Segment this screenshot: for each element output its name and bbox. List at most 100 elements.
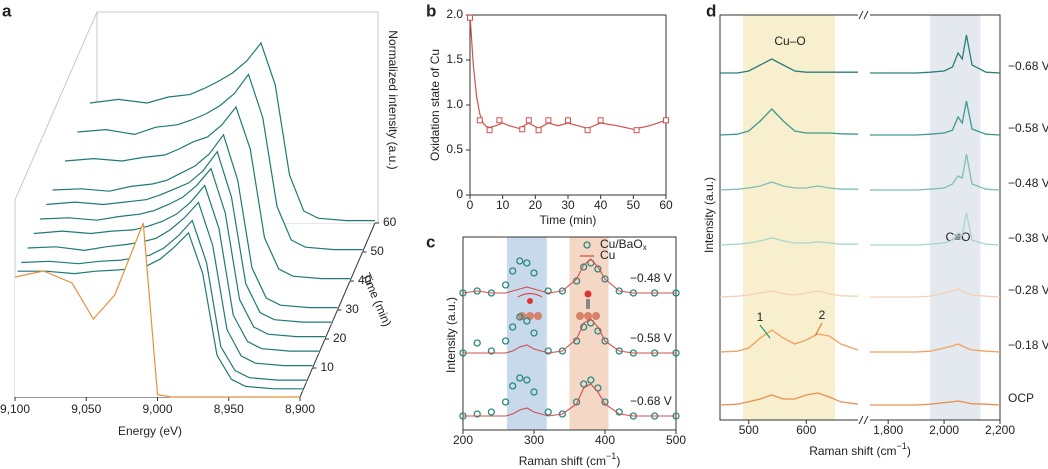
- data-marker: [496, 117, 503, 124]
- x-tick-label: 40: [594, 198, 608, 212]
- x-tick-label: 10: [496, 198, 510, 212]
- spectrum-point: [523, 317, 531, 325]
- y-axis-label: Normalized intensity (a.u.): [386, 30, 400, 169]
- spectrum-point: [487, 347, 496, 355]
- spectrum-line: [462, 258, 676, 294]
- data-marker: [476, 117, 483, 124]
- panel-letter: b: [426, 1, 436, 20]
- x-tick-label: 600: [796, 423, 816, 437]
- annotation: 2: [819, 308, 826, 322]
- legend-label: Cu: [600, 248, 615, 262]
- spectrum-point: [601, 337, 609, 345]
- label-part: Raman shift (cm: [809, 444, 896, 458]
- label-part: ): [616, 454, 620, 468]
- legend-text: Cu: [600, 248, 615, 262]
- spectrum-line: [720, 58, 858, 74]
- spectrum-point: [530, 388, 538, 396]
- spectrum-point: [516, 374, 524, 382]
- spectrum-point: [516, 257, 524, 265]
- spectrum-line: [719, 290, 859, 298]
- z-tick-label: 40: [358, 273, 372, 287]
- spectrum-curve: [46, 150, 332, 323]
- x-tick-label: 2,000: [929, 423, 959, 437]
- panel-letter: c: [426, 232, 435, 251]
- spectrum-line: [870, 212, 1001, 246]
- legend-sub: x: [643, 243, 647, 252]
- spectrum-line: [719, 392, 859, 406]
- x-tick-label: 200: [453, 433, 473, 447]
- legend-text: Cu/BaO: [600, 237, 643, 251]
- x-axis-label: Raman shift (cm−1): [809, 441, 911, 458]
- legend-label: OCP: [1008, 391, 1034, 405]
- spectrum-line: [719, 237, 858, 246]
- spectrum-line: [719, 181, 858, 191]
- highlight-band: [930, 15, 981, 420]
- label-sup: −1: [897, 441, 907, 451]
- spectrum-line: [870, 400, 1001, 406]
- plot-frame: [469, 14, 667, 196]
- y-tick-label: 0: [456, 187, 463, 201]
- spectrum-curve: [52, 133, 338, 309]
- potential-label: −0.48 V: [630, 271, 672, 285]
- label-sup: −1: [606, 451, 616, 461]
- potential-label: −0.58 V: [630, 331, 672, 345]
- legend-label: −0.18 V: [1008, 338, 1048, 352]
- spectrum-point: [501, 398, 510, 406]
- band-label: Cu–O: [774, 34, 805, 48]
- spectrum-point: [572, 398, 581, 406]
- legend-label: −0.28 V: [1008, 283, 1048, 297]
- y-tick-label: 2.0: [446, 7, 463, 21]
- highlight-band: [569, 237, 609, 430]
- spectrum-point: [509, 323, 517, 331]
- x-tick-label: 50: [627, 198, 641, 212]
- data-marker: [545, 117, 552, 124]
- spectrum-point: [530, 269, 538, 277]
- spectrum-point: [544, 408, 552, 416]
- spectrum-line: [719, 108, 859, 136]
- axis-frame: [719, 14, 1001, 421]
- spectrum-point: [601, 398, 609, 406]
- annotation-arrow: [814, 322, 823, 337]
- spectrum-point: [544, 347, 552, 355]
- spectrum-curve: [27, 201, 313, 367]
- axis-break: [858, 415, 869, 425]
- data-marker: [525, 117, 532, 124]
- spectrum-point: [501, 281, 510, 289]
- data-marker: [535, 127, 542, 134]
- label-part: Raman shift (cm: [519, 454, 606, 468]
- spectrum-point: [530, 329, 538, 337]
- spectrum-line: [870, 343, 1001, 353]
- data-marker: [597, 117, 604, 124]
- z-tick-label: 50: [371, 244, 385, 258]
- x-tick-label: 9,100: [0, 402, 30, 416]
- spectrum-point: [473, 410, 481, 418]
- spectrum-point: [473, 339, 481, 347]
- spectrum-line: [463, 318, 676, 354]
- x-tick-label: 8,950: [214, 402, 244, 416]
- x-tick-label: 500: [666, 433, 686, 447]
- y-tick-label: 1.5: [446, 52, 463, 66]
- x-tick-label: 20: [529, 198, 543, 212]
- legend-label: −0.68 V: [1008, 59, 1048, 73]
- data-marker: [486, 127, 493, 134]
- data-marker: [663, 117, 669, 124]
- spectrum-point: [487, 408, 496, 416]
- x-axis-label: Raman shift (cm−1): [519, 451, 621, 468]
- plot-frame: [462, 236, 677, 431]
- legend-label: Cu/BaOx: [600, 237, 647, 252]
- axis-break: [858, 10, 869, 20]
- spectrum-point: [580, 380, 588, 388]
- spectrum-point: [501, 337, 510, 345]
- x-tick-label: 60: [659, 198, 673, 212]
- y-axis-label: Oxidation state of Cu: [428, 49, 442, 161]
- legend-label: −0.48 V: [1008, 176, 1048, 190]
- x-tick-label: 2,200: [985, 423, 1015, 437]
- x-tick-label: 0: [467, 198, 474, 212]
- spectrum-curve: [21, 219, 307, 381]
- spectrum-line: [463, 383, 676, 417]
- highlight-band: [507, 237, 547, 430]
- spectrum-line: [870, 288, 1001, 298]
- annotation: 1: [757, 310, 764, 324]
- spectrum-curve: [89, 41, 375, 222]
- legend-label: −0.58 V: [1008, 121, 1048, 135]
